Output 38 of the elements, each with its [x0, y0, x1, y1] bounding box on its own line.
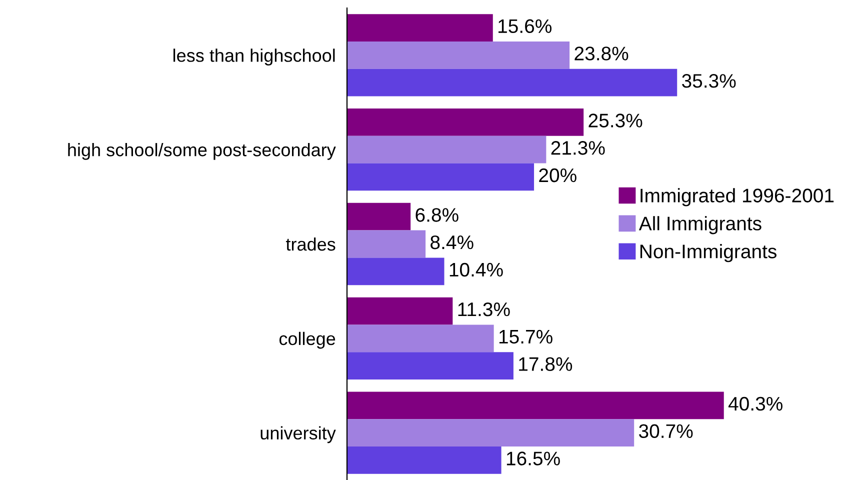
bar	[347, 42, 570, 69]
data-label: 20%	[539, 168, 576, 182]
y-tick-label: less than highschool	[174, 48, 335, 66]
data-label: 25.3%	[588, 114, 642, 128]
data-label: 23.8%	[574, 46, 628, 60]
bar	[347, 136, 546, 164]
y-tick-label: high school/some post-secondary	[68, 143, 336, 160]
y-tick-label: trades	[286, 237, 336, 251]
data-label: 35.3%	[682, 74, 736, 88]
bar	[347, 108, 584, 136]
data-label: 11.3%	[458, 302, 510, 316]
bar	[347, 352, 514, 380]
bar	[347, 202, 411, 230]
bar	[347, 14, 493, 42]
bar	[347, 230, 426, 258]
bar	[347, 392, 724, 420]
legend-label: All Immigrants	[638, 216, 762, 234]
data-label: 30.7%	[639, 424, 693, 438]
y-tick-label: college	[279, 332, 336, 349]
data-label: 15.7%	[499, 330, 552, 344]
bar	[347, 419, 634, 446]
bar	[347, 68, 678, 96]
bar	[347, 297, 453, 325]
data-label: 16.5%	[506, 452, 560, 466]
data-label: 15.6%	[498, 19, 552, 34]
data-label: 10.4%	[450, 262, 503, 277]
data-label: 8.4%	[430, 235, 474, 250]
bar	[347, 258, 444, 286]
data-label: 21.3%	[551, 141, 605, 155]
bar	[347, 163, 534, 191]
data-label: 17.8%	[519, 357, 572, 371]
data-label: 40.3%	[728, 396, 782, 411]
bar	[347, 446, 502, 474]
legend-label: Immigrated 1996-2001	[640, 188, 834, 206]
legend-label: Non-Immigrants	[640, 244, 776, 262]
y-tick-label: university	[260, 426, 336, 444]
bar	[347, 324, 494, 352]
data-label: 6.8%	[416, 208, 458, 222]
